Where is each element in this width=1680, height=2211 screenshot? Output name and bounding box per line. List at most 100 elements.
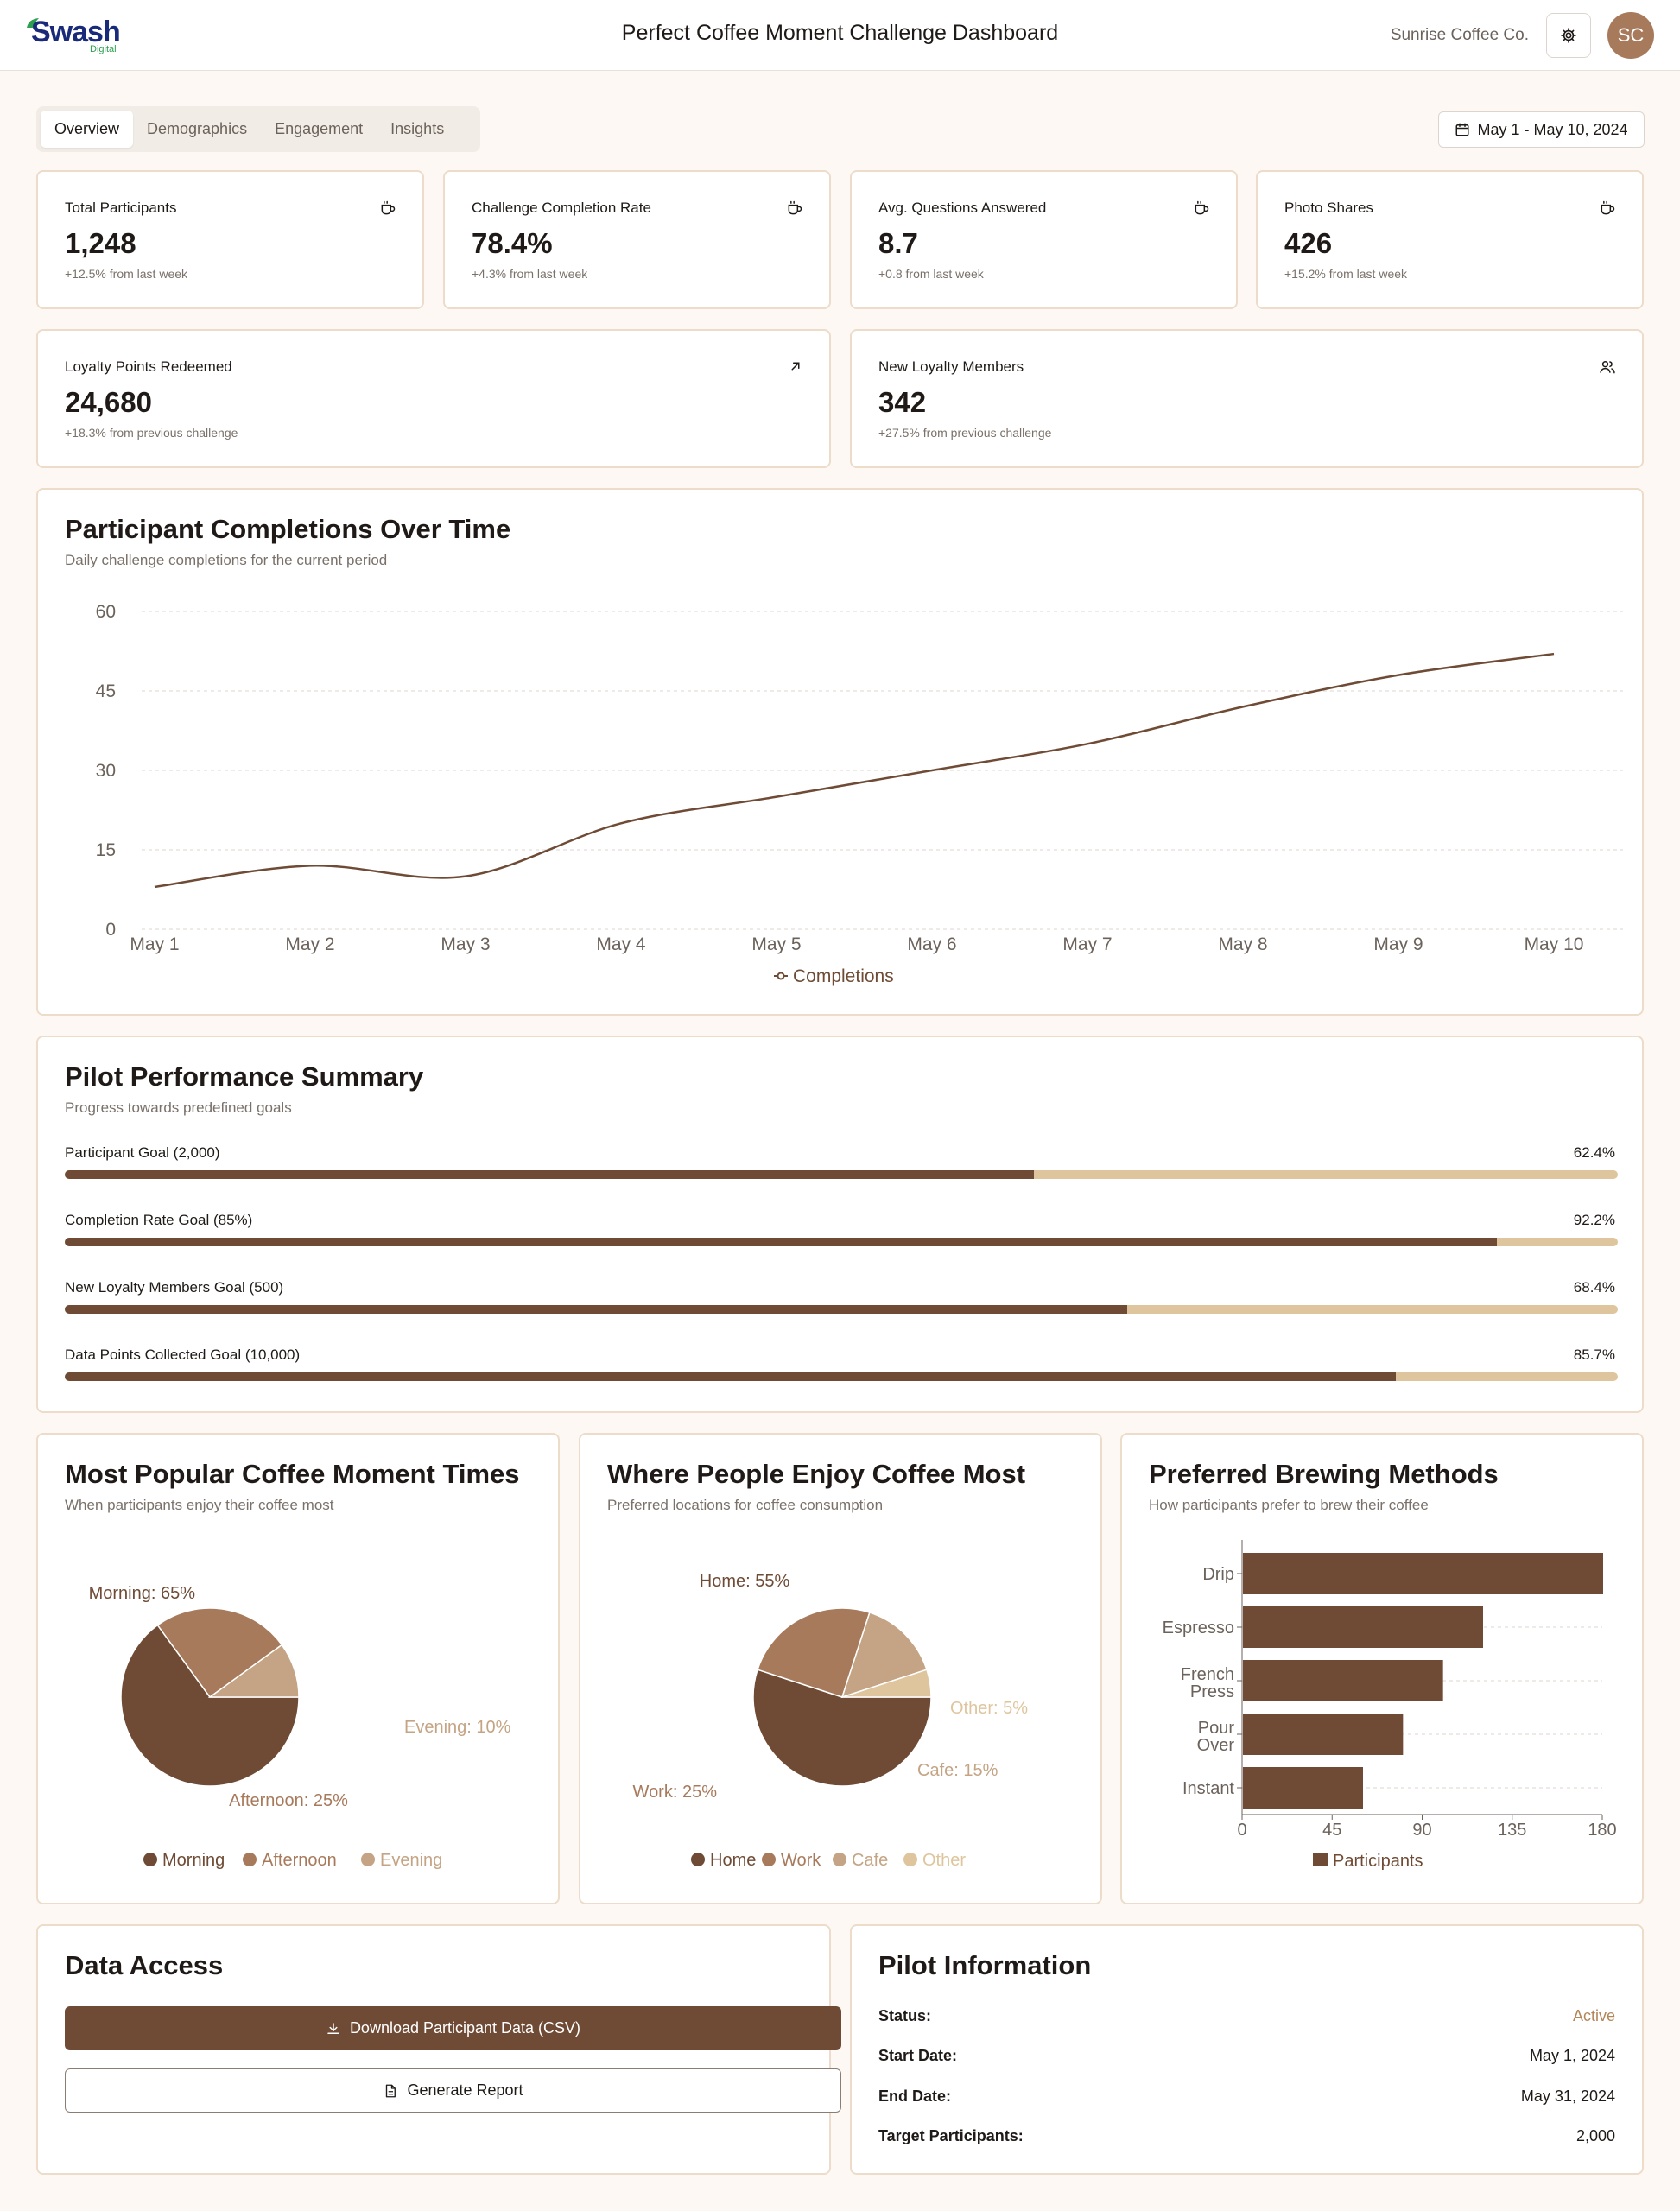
x-tick-label: May 7 — [1062, 934, 1112, 954]
tab-overview[interactable]: Overview — [41, 111, 134, 148]
stat-change: +18.3% from previous challenge — [65, 426, 238, 440]
pie-label-afternoon: Afternoon: 25% — [229, 1791, 348, 1810]
stat-card-loyalty-points: Loyalty Points Redeemed 24,680 +18.3% fr… — [36, 329, 831, 468]
goal-progress-fill — [65, 1305, 1127, 1314]
goal-progress-fill — [65, 1170, 1034, 1179]
users-icon — [1600, 361, 1615, 374]
legend-label: Morning — [162, 1851, 225, 1870]
coffee-times-pie-chart: Morning: 65% Afternoon: 25% Evening: 10% Mo… — [89, 1584, 511, 1870]
completions-line — [154, 652, 1555, 889]
goal-progress-fill — [65, 1238, 1497, 1246]
pie-slice-other — [841, 1669, 932, 1698]
date-range-picker[interactable]: May 1 - May 10, 2024 — [1438, 111, 1645, 148]
y-tick-label: Pour — [1198, 1719, 1235, 1738]
date-range-label: May 1 - May 10, 2024 — [1477, 120, 1628, 138]
chart-title: Participant Completions Over Time — [65, 514, 511, 544]
stat-change: +4.3% from last week — [472, 267, 587, 281]
pie-slice-morning — [120, 1624, 300, 1787]
legend-swatch-icon — [833, 1853, 846, 1866]
stat-card-completion-rate: Challenge Completion Rate 78.4% +4.3% fr… — [443, 170, 831, 309]
stat-change: +0.8 from last week — [878, 267, 984, 281]
line-chart: 0 15 30 45 60 May 1 May 2 May 3 May 4 May 5 May 6 M… — [96, 602, 1623, 986]
stat-delta-text: from last week — [509, 267, 588, 281]
legend-label: Afternoon — [262, 1851, 337, 1870]
info-key: Target Participants: — [878, 2127, 1024, 2144]
bar-pour-over — [1243, 1714, 1404, 1755]
summary-subtitle: Progress towards predefined goals — [65, 1099, 292, 1116]
logo-wordmark: Swash — [31, 16, 121, 48]
y-tick-label: Over — [1197, 1736, 1235, 1755]
y-tick-label: 45 — [96, 681, 116, 701]
stat-value: 1,248 — [65, 227, 136, 259]
bar-drip — [1243, 1553, 1603, 1594]
pie-slice-evening — [207, 1644, 300, 1698]
info-row-end-date: End Date: May 31, 2024 — [878, 2087, 1615, 2108]
tab-demographics[interactable]: Demographics — [147, 120, 248, 137]
x-tick-label: 45 — [1322, 1821, 1341, 1840]
legend-label: Participants — [1333, 1852, 1423, 1871]
info-value: 2,000 — [1575, 2127, 1615, 2144]
stat-delta: +4.3% — [472, 267, 507, 281]
goal-label: Participant Goal (2,000) — [65, 1144, 220, 1161]
info-value: May 31, 2024 — [1520, 2087, 1615, 2105]
x-tick-label: 0 — [1237, 1821, 1246, 1840]
pilot-info-card: Pilot Information Status: Active Start D… — [850, 1924, 1644, 2175]
tab-engagement[interactable]: Engagement — [275, 120, 364, 137]
goal-label: Data Points Collected Goal (10,000) — [65, 1346, 301, 1363]
pie-slice-afternoon — [156, 1607, 283, 1699]
goal-percent: 92.2% — [1573, 1212, 1615, 1228]
settings-button[interactable] — [1546, 13, 1591, 58]
stat-change: +27.5% from previous challenge — [878, 426, 1051, 440]
legend-swatch-icon — [1313, 1853, 1328, 1866]
times-title: Most Popular Coffee Moment Times — [65, 1459, 520, 1489]
goal-percent: 68.4% — [1573, 1279, 1615, 1296]
legend-swatch-icon — [903, 1853, 917, 1866]
stat-delta-text: from previous challenge — [922, 426, 1052, 440]
pie-label-home: Home: 55% — [700, 1572, 790, 1591]
x-tick-label: May 1 — [130, 934, 179, 954]
page-title: Perfect Coffee Moment Challenge Dashboar… — [621, 21, 1059, 45]
bar-espresso — [1243, 1606, 1483, 1648]
stat-value: 426 — [1284, 227, 1333, 259]
stat-delta: +0.8 — [878, 267, 903, 281]
data-access-title: Data Access — [65, 1950, 224, 1980]
stat-delta-text: from last week — [1328, 267, 1408, 281]
goal-label: Completion Rate Goal (85%) — [65, 1212, 253, 1228]
pie-label-morning: Morning: 65% — [89, 1584, 196, 1603]
download-icon — [327, 2022, 339, 2034]
stat-delta-text: from last week — [905, 267, 984, 281]
tab-insights[interactable]: Insights — [390, 120, 445, 137]
legend-swatch-icon — [143, 1853, 157, 1866]
legend-marker-icon — [777, 972, 785, 980]
pie-slice-home — [752, 1669, 932, 1787]
stat-label: Loyalty Points Redeemed — [65, 358, 232, 375]
y-tick-label: Press — [1190, 1682, 1234, 1701]
goal-progress-track — [65, 1238, 1618, 1246]
stat-card-total-participants: Total Participants 1,248 +12.5% from las… — [36, 170, 424, 309]
x-tick-label: May 6 — [907, 934, 956, 954]
tab-bar: Overview Demographics Engagement Insight… — [36, 106, 480, 152]
stat-label: Challenge Completion Rate — [472, 200, 651, 216]
swash-logo[interactable]: Swash Digital — [26, 16, 121, 55]
legend-swatch-icon — [361, 1853, 375, 1866]
x-tick-label: May 2 — [285, 934, 334, 954]
legend-label: Completions — [793, 966, 894, 986]
stat-value: 78.4% — [472, 227, 553, 259]
stat-delta: +15.2% — [1284, 267, 1326, 281]
bar-french-press — [1243, 1660, 1443, 1701]
stat-card-avg-questions: Avg. Questions Answered 8.7 +0.8 from la… — [850, 170, 1238, 309]
user-avatar[interactable]: SC — [1607, 12, 1654, 59]
info-row-start-date: Start Date: May 1, 2024 — [878, 2047, 1615, 2068]
leaf-icon — [27, 18, 39, 28]
coffee-places-pie-chart: Home: 55% Work: 25% Cafe: 15% Other: 5% Home… — [633, 1572, 1029, 1870]
places-subtitle: Preferred locations for coffee consumpti… — [607, 1497, 884, 1513]
gear-icon — [1561, 28, 1576, 43]
stat-value: 8.7 — [878, 227, 918, 259]
download-csv-button[interactable]: Download Participant Data (CSV) — [65, 2006, 841, 2050]
pilot-info-title: Pilot Information — [878, 1950, 1092, 1980]
y-tick-label: French — [1181, 1665, 1234, 1684]
y-tick-label: Espresso — [1163, 1619, 1234, 1638]
legend-label: Other — [922, 1851, 966, 1870]
generate-report-button[interactable]: Generate Report — [65, 2068, 841, 2113]
legend-label: Evening — [380, 1851, 442, 1870]
